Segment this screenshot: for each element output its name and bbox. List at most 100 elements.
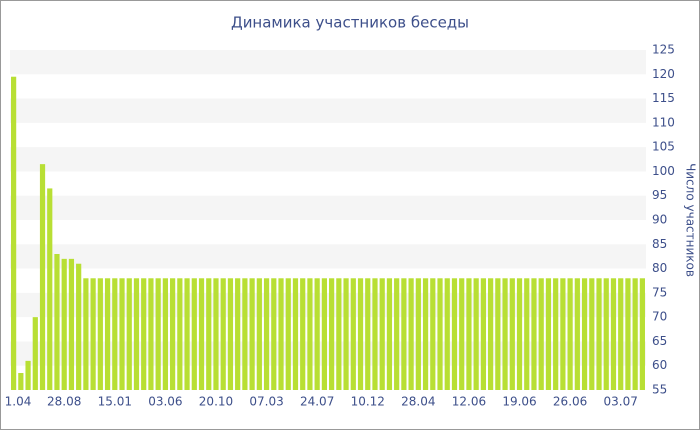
bar <box>538 278 544 390</box>
bar <box>25 360 31 390</box>
bar <box>350 278 356 390</box>
bar <box>177 278 183 390</box>
bar <box>365 278 371 390</box>
bar <box>184 278 190 390</box>
bar <box>263 278 270 390</box>
y-axis-title: Число участников <box>684 163 698 277</box>
bar <box>54 254 60 390</box>
bar <box>610 278 617 390</box>
bar <box>278 278 284 390</box>
bar <box>625 278 631 390</box>
bar <box>162 278 168 390</box>
bar <box>39 164 46 390</box>
bar <box>401 278 407 390</box>
bar <box>68 258 75 390</box>
bar <box>83 278 89 390</box>
bar <box>155 278 161 390</box>
bar <box>235 278 241 390</box>
bar <box>560 278 566 390</box>
bar <box>97 278 103 390</box>
y-tick-label: 75 <box>652 285 667 299</box>
bar <box>502 278 508 390</box>
x-tick-label: 19.06 <box>502 395 536 409</box>
bar <box>321 278 327 390</box>
bar <box>618 278 624 390</box>
bar <box>292 278 299 390</box>
bar <box>61 258 67 390</box>
y-tick-label: 95 <box>652 188 667 202</box>
bar <box>379 278 385 390</box>
bar <box>227 278 234 390</box>
bar <box>18 373 24 390</box>
bar <box>415 278 421 390</box>
bar <box>473 278 479 390</box>
bar <box>531 278 537 390</box>
bar <box>596 278 602 390</box>
bar <box>372 278 378 390</box>
bar <box>119 278 125 390</box>
bar <box>545 278 552 390</box>
y-tick-label: 120 <box>652 67 675 81</box>
bar <box>394 278 400 390</box>
x-tick-label: 24.07 <box>300 395 334 409</box>
grid-band <box>10 98 646 123</box>
bar <box>509 278 515 390</box>
bar <box>480 278 486 390</box>
bar <box>581 278 588 390</box>
x-tick-label: 28.04 <box>401 395 435 409</box>
bar <box>170 278 176 390</box>
bar <box>242 278 248 390</box>
grid-band <box>10 195 646 220</box>
bar <box>524 278 530 390</box>
bar <box>495 278 501 390</box>
bar <box>567 278 573 390</box>
y-tick-label: 115 <box>652 91 675 105</box>
bar <box>307 278 313 390</box>
bar <box>206 278 212 390</box>
bar <box>148 278 154 390</box>
bar <box>90 278 96 390</box>
y-tick-label: 65 <box>652 334 667 348</box>
bar <box>444 278 450 390</box>
bar <box>213 278 219 390</box>
grid-band <box>10 147 646 172</box>
bar <box>408 278 414 390</box>
bar <box>488 278 494 390</box>
x-tick-label: 10.12 <box>351 395 385 409</box>
bar <box>220 278 226 390</box>
x-tick-label: 15.01 <box>98 395 132 409</box>
bar <box>112 278 118 390</box>
bar <box>11 76 17 390</box>
bar <box>336 278 342 390</box>
bar <box>589 278 595 390</box>
bar <box>198 278 205 390</box>
bar <box>516 278 523 390</box>
bar <box>357 278 364 390</box>
y-tick-label: 55 <box>652 383 667 397</box>
x-tick-label: 20.10 <box>199 395 233 409</box>
x-tick-label: 28.08 <box>47 395 81 409</box>
y-tick-label: 80 <box>652 261 667 275</box>
x-tick-label: 26.06 <box>553 395 587 409</box>
y-tick-label: 125 <box>652 43 675 57</box>
bar <box>459 278 465 390</box>
bar <box>32 317 38 390</box>
x-tick-label: 07.03 <box>249 395 283 409</box>
y-tick-label: 60 <box>652 358 667 372</box>
bar <box>553 278 559 390</box>
bar <box>437 278 443 390</box>
bar <box>343 278 349 390</box>
bar <box>126 278 132 390</box>
x-tick-label: 03.06 <box>148 395 182 409</box>
bar <box>603 278 609 390</box>
bar <box>191 278 197 390</box>
bar <box>451 278 458 390</box>
x-tick-label: 1.04 <box>5 395 32 409</box>
bar <box>47 188 53 390</box>
bar <box>104 278 111 390</box>
y-tick-label: 90 <box>652 213 667 227</box>
x-tick-label: 12.06 <box>452 395 486 409</box>
bar <box>76 263 82 390</box>
bar <box>141 278 147 390</box>
